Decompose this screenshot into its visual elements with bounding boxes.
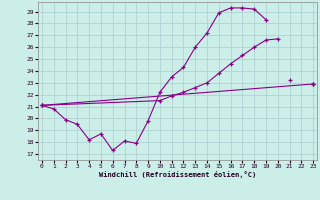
X-axis label: Windchill (Refroidissement éolien,°C): Windchill (Refroidissement éolien,°C) — [99, 171, 256, 178]
